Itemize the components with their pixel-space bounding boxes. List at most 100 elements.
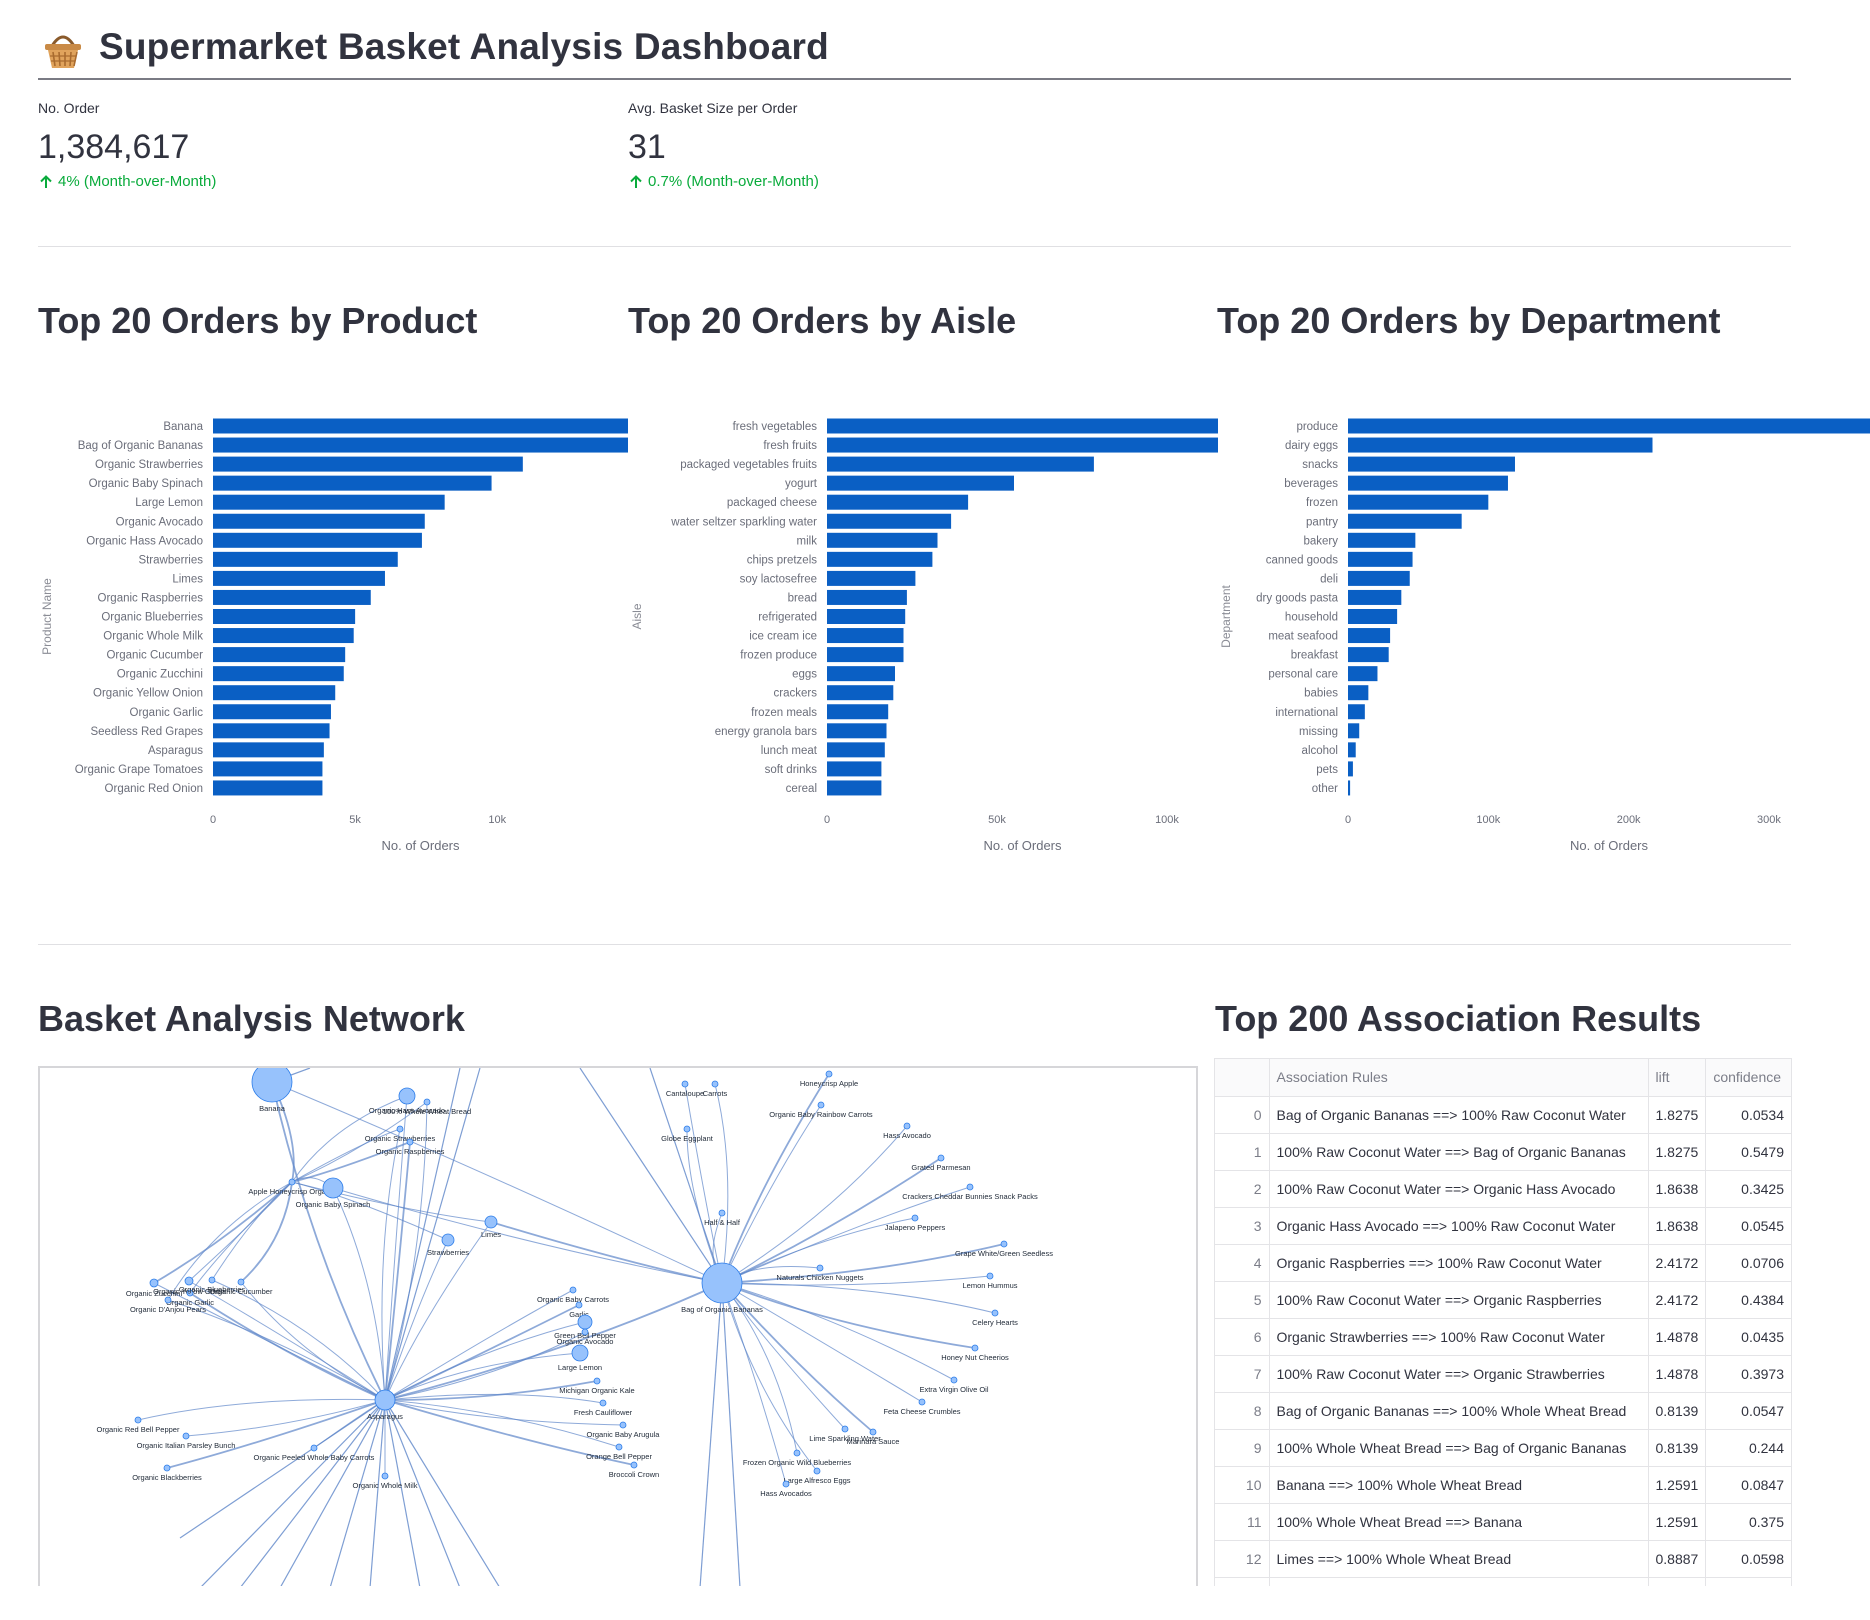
- bar[interactable]: [827, 666, 895, 682]
- aisle-bar-chart[interactable]: Aisle fresh vegetables fresh fruits package…: [628, 410, 1218, 860]
- network-node[interactable]: [619, 1421, 627, 1429]
- bar[interactable]: [827, 628, 904, 644]
- network-node[interactable]: [918, 1398, 926, 1406]
- network-node[interactable]: [164, 1296, 172, 1304]
- bar[interactable]: [1348, 532, 1416, 548]
- table-row[interactable]: 11 100% Whole Wheat Bread ==> Banana 1.259…: [1215, 1503, 1791, 1541]
- network-node[interactable]: [163, 1464, 171, 1472]
- table-row[interactable]: 1 100% Raw Coconut Water ==> Bag of Organ…: [1215, 1133, 1791, 1171]
- network-graph[interactable]: Banana Organic Hass Avocado 100% Whole Whe…: [38, 1066, 1198, 1586]
- network-node[interactable]: [184, 1276, 194, 1286]
- network-node[interactable]: [134, 1416, 142, 1424]
- bar[interactable]: [1348, 418, 1870, 434]
- table-row[interactable]: 2 100% Raw Coconut Water ==> Organic Hass…: [1215, 1170, 1791, 1208]
- network-node[interactable]: [869, 1428, 877, 1436]
- bar[interactable]: [213, 609, 356, 624]
- network-node[interactable]: [374, 1389, 396, 1411]
- bar[interactable]: [213, 666, 344, 682]
- bar[interactable]: [827, 494, 969, 510]
- bar[interactable]: [827, 437, 1218, 453]
- bar[interactable]: [1348, 723, 1360, 739]
- bar[interactable]: [1348, 628, 1391, 644]
- table-row[interactable]: 8 Bag of Organic Bananas ==> 100% Whole W…: [1215, 1392, 1791, 1430]
- bar[interactable]: [213, 647, 346, 663]
- network-node[interactable]: [381, 1472, 389, 1480]
- bar[interactable]: [827, 780, 882, 796]
- bar[interactable]: [827, 570, 916, 586]
- network-node[interactable]: [782, 1480, 790, 1488]
- table-row[interactable]: 5 100% Raw Coconut Water ==> Organic Rasp…: [1215, 1281, 1791, 1319]
- table-row[interactable]: [1215, 1577, 1791, 1586]
- bar[interactable]: [1348, 494, 1489, 510]
- network-node[interactable]: [816, 1264, 824, 1272]
- network-node[interactable]: [817, 1101, 825, 1109]
- network-node[interactable]: [396, 1125, 404, 1133]
- bar[interactable]: [213, 513, 425, 529]
- network-node[interactable]: [484, 1215, 498, 1229]
- bar[interactable]: [827, 742, 885, 758]
- network-node[interactable]: [398, 1087, 416, 1105]
- network-node[interactable]: [208, 1276, 216, 1284]
- network-node[interactable]: [701, 1262, 743, 1304]
- table-row[interactable]: 7 100% Raw Coconut Water ==> Organic Stra…: [1215, 1355, 1791, 1393]
- bar[interactable]: [213, 723, 330, 739]
- column-header-lift[interactable]: lift: [1648, 1059, 1707, 1097]
- network-node[interactable]: [569, 1286, 577, 1294]
- association-table[interactable]: Association Rules lift confidence 0 Bag o…: [1214, 1058, 1792, 1586]
- network-node[interactable]: [986, 1272, 994, 1280]
- column-header-index[interactable]: [1215, 1059, 1270, 1097]
- bar[interactable]: [827, 456, 1094, 472]
- bar[interactable]: [213, 475, 492, 491]
- bar[interactable]: [213, 551, 398, 567]
- bar[interactable]: [1348, 570, 1410, 586]
- bar[interactable]: [213, 532, 422, 548]
- bar[interactable]: [827, 589, 907, 605]
- network-node[interactable]: [991, 1309, 999, 1317]
- network-node[interactable]: [683, 1125, 691, 1133]
- department-bar-chart[interactable]: Department produce dairy eggs snacks beverag…: [1217, 410, 1870, 860]
- bar[interactable]: [827, 609, 906, 624]
- bar[interactable]: [827, 723, 887, 739]
- table-row[interactable]: 10 Banana ==> 100% Whole Wheat Bread 1.259…: [1215, 1466, 1791, 1504]
- network-node[interactable]: [322, 1177, 344, 1199]
- bar[interactable]: [827, 513, 952, 529]
- bar[interactable]: [827, 704, 889, 720]
- bar[interactable]: [1348, 685, 1369, 701]
- network-node[interactable]: [571, 1344, 589, 1362]
- network-node[interactable]: [950, 1376, 958, 1384]
- network-node[interactable]: [630, 1461, 638, 1469]
- association-data-table[interactable]: Association Rules lift confidence 0 Bag o…: [1215, 1059, 1791, 1586]
- bar[interactable]: [213, 589, 371, 605]
- bar[interactable]: [213, 761, 323, 777]
- bar[interactable]: [827, 551, 933, 567]
- network-node[interactable]: [793, 1449, 801, 1457]
- bar[interactable]: [1348, 513, 1462, 529]
- bar[interactable]: [213, 780, 323, 796]
- bar[interactable]: [827, 647, 904, 663]
- bar[interactable]: [827, 418, 1218, 434]
- bar[interactable]: [1348, 666, 1378, 682]
- network-node[interactable]: [911, 1214, 919, 1222]
- bar[interactable]: [213, 570, 385, 586]
- table-row[interactable]: 4 Organic Raspberries ==> 100% Raw Coconu…: [1215, 1244, 1791, 1282]
- column-header-rules[interactable]: Association Rules: [1269, 1059, 1649, 1097]
- network-node[interactable]: [581, 1328, 589, 1336]
- network-node[interactable]: [149, 1278, 159, 1288]
- table-row[interactable]: 12 Limes ==> 100% Whole Wheat Bread 0.8887…: [1215, 1540, 1791, 1578]
- bar[interactable]: [1348, 742, 1356, 758]
- column-header-confidence[interactable]: confidence: [1705, 1059, 1791, 1097]
- network-node[interactable]: [599, 1399, 607, 1407]
- bar[interactable]: [1348, 551, 1413, 567]
- network-node[interactable]: [615, 1443, 623, 1451]
- network-node[interactable]: [288, 1178, 296, 1186]
- bar[interactable]: [213, 456, 523, 472]
- bar[interactable]: [213, 704, 331, 720]
- network-node[interactable]: [575, 1301, 583, 1309]
- network-node[interactable]: [251, 1068, 293, 1103]
- bar[interactable]: [1348, 609, 1398, 624]
- network-node[interactable]: [441, 1233, 455, 1247]
- network-node[interactable]: [937, 1154, 945, 1162]
- network-node[interactable]: [971, 1344, 979, 1352]
- network-node[interactable]: [182, 1432, 190, 1440]
